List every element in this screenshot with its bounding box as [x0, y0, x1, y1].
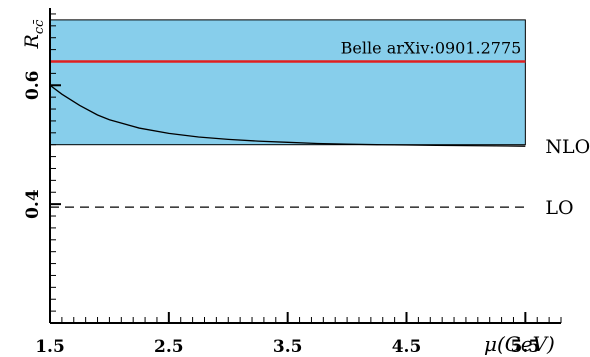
- x-tick-label: 3.5: [273, 337, 303, 357]
- x-tick-label: 5.5: [511, 337, 541, 357]
- y-axis-label: Rcc̄: [21, 19, 47, 50]
- x-axis-label: μ(GeV): [484, 332, 555, 356]
- reference-line-label: Belle arXiv:0901.2775: [341, 38, 522, 57]
- y-axis-label-base: R: [21, 34, 43, 49]
- series-label-lo: LO: [545, 197, 573, 219]
- y-tick-label: 0.6: [23, 70, 43, 100]
- series-line-nlo: [49, 84, 526, 147]
- x-tick-label: 1.5: [35, 337, 65, 357]
- y-tick-label: 0.4: [23, 189, 43, 219]
- series-group: [49, 84, 526, 208]
- x-tick-label: 2.5: [154, 337, 184, 357]
- confidence-band: [49, 19, 526, 146]
- x-tick-label: 4.5: [392, 337, 422, 357]
- tick-labels: 1.5 2.5 3.5 4.5 5.5 0.4 0.6: [23, 70, 540, 357]
- series-label-nlo: NLO: [545, 136, 590, 158]
- y-axis-label-subscript: cc̄: [32, 19, 47, 34]
- series-labels: NLO LO: [545, 136, 590, 219]
